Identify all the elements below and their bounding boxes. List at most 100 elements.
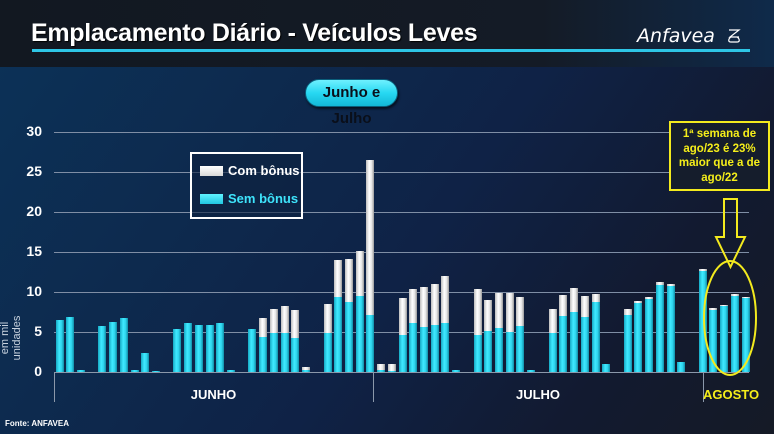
bar — [248, 328, 257, 372]
gridline — [54, 132, 749, 133]
month-label-agosto: AGOSTO — [703, 387, 760, 402]
bar — [495, 292, 504, 372]
bar-segment-sem-bonus — [227, 370, 236, 372]
bar — [366, 160, 375, 372]
x-axis-baseline — [54, 372, 749, 373]
bar — [527, 370, 536, 372]
bar-segment-sem-bonus — [698, 271, 707, 372]
bar — [205, 325, 214, 372]
bar — [355, 251, 364, 372]
bar-segment-sem-bonus — [548, 332, 557, 372]
bar-segment-sem-bonus — [269, 332, 278, 372]
bar — [344, 259, 353, 372]
bar-segment-sem-bonus — [216, 323, 225, 372]
month-label-junho: JUNHO — [190, 387, 237, 402]
bar-segment-sem-bonus — [119, 318, 128, 372]
bar-segment-sem-bonus — [516, 325, 525, 372]
gridline — [54, 212, 749, 213]
bar — [655, 282, 664, 372]
bar-segment-sem-bonus — [280, 332, 289, 372]
bar — [302, 367, 311, 372]
bar-segment-com-bonus — [570, 288, 579, 312]
bar-segment-sem-bonus — [602, 364, 611, 372]
y-tick-label: 20 — [26, 203, 42, 219]
callout-line: ago/22 — [701, 171, 738, 184]
bar-segment-sem-bonus — [527, 370, 536, 372]
month-separator — [373, 372, 374, 402]
bar — [559, 295, 568, 372]
bar-segment-com-bonus — [591, 294, 600, 302]
down-arrow-icon — [714, 198, 747, 270]
y-tick-label: 30 — [26, 123, 42, 139]
bar — [419, 287, 428, 372]
bar-segment-com-bonus — [645, 296, 654, 300]
bar — [741, 296, 750, 372]
bar-segment-sem-bonus — [677, 361, 686, 372]
bar — [119, 318, 128, 372]
bar — [227, 370, 236, 372]
bar — [580, 296, 589, 372]
bar-segment-sem-bonus — [259, 336, 268, 372]
bar — [323, 304, 332, 372]
bar-segment-com-bonus — [730, 294, 739, 296]
legend-label: Com bônus — [228, 163, 300, 178]
bar-segment-com-bonus — [473, 288, 482, 336]
gridline — [54, 172, 749, 173]
bar — [130, 369, 139, 372]
anfavea-logo: Anfavea — [637, 25, 715, 47]
highlight-ellipse — [703, 260, 757, 376]
bar — [334, 260, 343, 372]
bar — [387, 364, 396, 372]
bar — [484, 300, 493, 372]
bar-segment-sem-bonus — [151, 370, 160, 372]
bar-segment-sem-bonus — [666, 286, 675, 372]
bar-segment-sem-bonus — [709, 309, 718, 372]
bar-segment-sem-bonus — [580, 316, 589, 372]
bar-segment-com-bonus — [302, 367, 311, 370]
y-tick-label: 25 — [26, 163, 42, 179]
bar — [591, 294, 600, 372]
bar-segment-sem-bonus — [645, 299, 654, 372]
bar — [516, 296, 525, 372]
bar-segment-sem-bonus — [655, 284, 664, 372]
callout-box: 1ª semana de ago/23 é 23% maior que a de… — [669, 121, 770, 191]
bar — [709, 308, 718, 372]
month-separator — [54, 372, 55, 402]
bar-segment-sem-bonus — [473, 335, 482, 372]
bar — [452, 370, 461, 372]
bar-segment-sem-bonus — [409, 323, 418, 372]
bar-segment-sem-bonus — [194, 324, 203, 372]
bar-segment-com-bonus — [516, 296, 525, 326]
legend: Com bônus Sem bônus — [190, 152, 303, 219]
bar-segment-com-bonus — [409, 288, 418, 324]
bar-segment-com-bonus — [419, 287, 428, 328]
bar — [698, 268, 707, 372]
bar-segment-com-bonus — [655, 282, 664, 285]
bar-segment-com-bonus — [559, 295, 568, 316]
bar-segment-sem-bonus — [430, 324, 439, 372]
bar-segment-sem-bonus — [559, 315, 568, 372]
bar-segment-com-bonus — [495, 292, 504, 328]
bar-segment-sem-bonus — [730, 295, 739, 372]
bar-segment-com-bonus — [366, 160, 375, 316]
bar — [98, 326, 107, 372]
anfavea-emblem-icon — [728, 29, 741, 43]
bar-segment-com-bonus — [377, 364, 386, 371]
bar-segment-sem-bonus — [634, 303, 643, 372]
bar-segment-sem-bonus — [291, 337, 300, 372]
bar — [173, 328, 182, 372]
bar-segment-sem-bonus — [76, 370, 85, 372]
bar — [473, 288, 482, 372]
callout-line: maior que a de — [678, 157, 761, 169]
bar-segment-sem-bonus — [173, 328, 182, 372]
bar — [570, 288, 579, 372]
bar-segment-sem-bonus — [366, 315, 375, 372]
gridline — [54, 292, 749, 293]
bar — [602, 364, 611, 372]
bar-segment-com-bonus — [698, 268, 707, 272]
bar-segment-sem-bonus — [398, 335, 407, 372]
bar — [409, 288, 418, 372]
title-underline — [32, 49, 750, 52]
